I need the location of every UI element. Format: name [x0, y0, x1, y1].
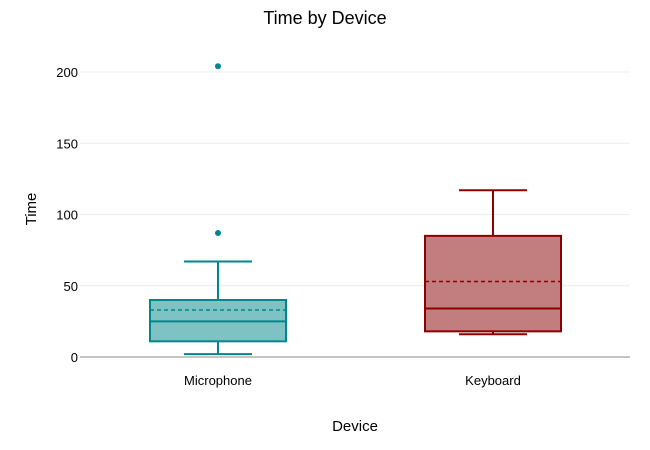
iqr-box [424, 234, 562, 333]
y-tick-label: 150 [56, 136, 78, 151]
box-microphone [149, 63, 287, 356]
outlier-point [215, 230, 221, 237]
box-series [149, 63, 562, 356]
y-axis-title: Time [23, 193, 40, 226]
box-keyboard [424, 189, 562, 336]
x-category-label: Keyboard [465, 373, 521, 388]
chart-title: Time by Device [263, 8, 386, 28]
x-axis-title: Device [332, 418, 378, 435]
x-axis-categories: Microphone Keyboard [184, 373, 521, 388]
outlier-point [215, 63, 221, 70]
y-tick-label: 100 [56, 208, 78, 223]
x-category-label: Microphone [184, 373, 252, 388]
y-tick-label: 0 [71, 350, 78, 365]
y-tick-label: 50 [64, 279, 78, 294]
y-tick-label: 200 [56, 65, 78, 80]
y-axis-ticks: 0 50 100 150 200 [56, 65, 78, 365]
